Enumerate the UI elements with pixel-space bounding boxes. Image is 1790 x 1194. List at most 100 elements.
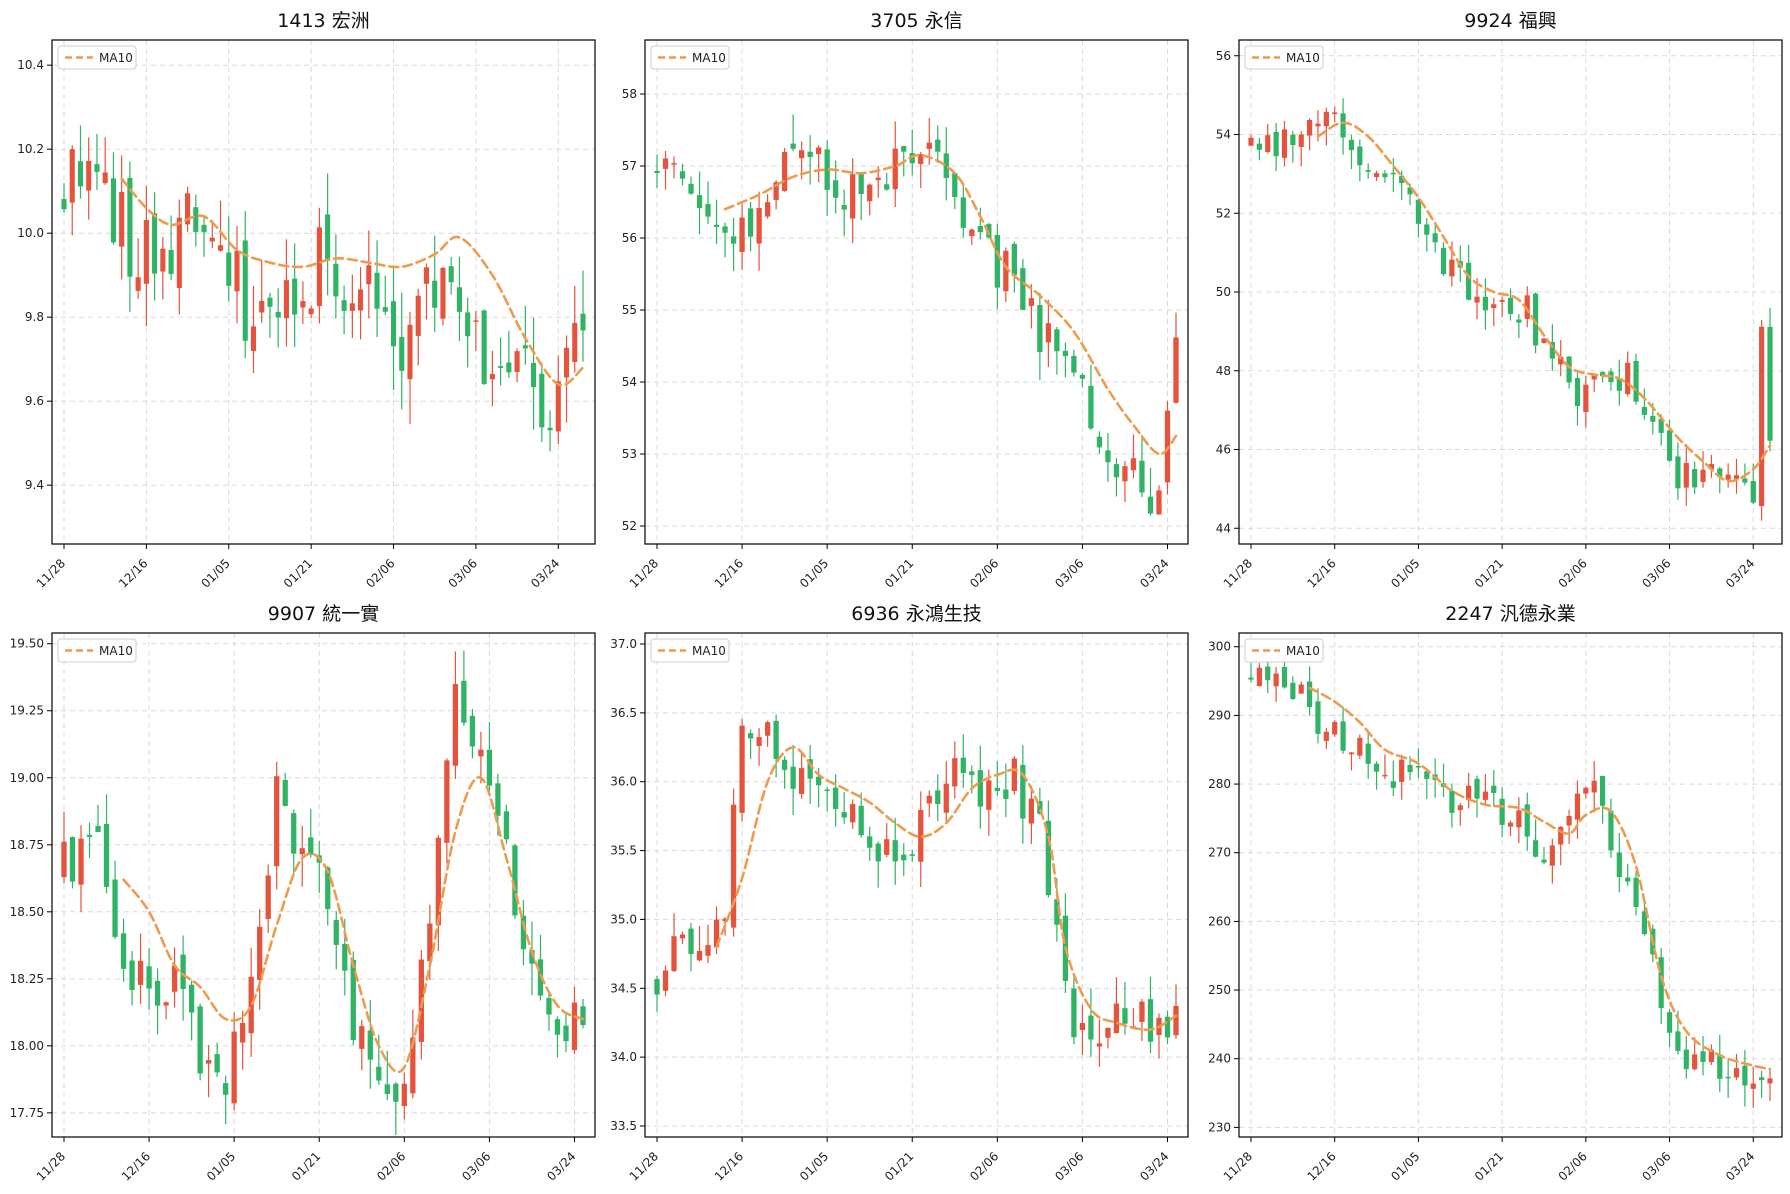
candle-body [506,362,512,373]
candle-body [1037,305,1043,352]
candle-body [696,195,703,209]
candle-body [1348,752,1355,755]
candle-body [95,825,101,833]
candle-body [713,919,720,948]
y-tick-label: 9.8 [25,310,44,324]
candle-body [358,289,364,311]
candle-body [1474,296,1480,303]
candle-body [1290,134,1296,146]
candle-body [1733,1068,1740,1078]
candle-body [1382,173,1388,178]
candle-body [154,980,161,1006]
x-tick-label: 01/05 [1388,556,1422,590]
candle-body [705,203,711,217]
legend-label: MA10 [692,51,726,65]
candle-body [1340,113,1346,138]
candle-body [1028,798,1034,824]
legend-box [57,638,137,663]
x-tick-label: 03/06 [1639,1149,1673,1183]
candle-body [415,295,421,336]
candle-body [231,1031,237,1104]
y-tick-label: 50 [1216,285,1231,299]
candle-body [943,783,949,813]
candle-body [1105,450,1111,463]
candle-body [892,148,898,190]
x-tick-label: 01/21 [882,1149,916,1183]
candle-body [1147,496,1154,514]
candle-body [977,225,983,233]
x-tick-label: 12/16 [119,1149,153,1183]
candle-body [1164,1016,1171,1038]
candle-body [1028,298,1034,306]
candle-body [103,823,110,887]
x-tick-label: 11/28 [627,1149,661,1183]
candle-body [1298,134,1304,147]
candle-body [486,749,493,786]
candle-body [875,843,881,862]
candle-body [1759,1077,1765,1080]
candle-body [531,362,537,388]
candle-body [1173,1005,1179,1036]
candle-body [1256,143,1262,150]
candle-body [901,854,907,861]
candle-body [1641,406,1648,415]
candle-body [176,217,182,288]
candle-body [705,945,711,956]
chart-title: 9924 福興 [1464,10,1556,32]
candle-body [722,918,728,921]
y-tick-label: 36.0 [610,775,637,789]
x-tick-label: 11/28 [1221,556,1255,590]
candle-body [1340,721,1346,751]
candle-body [1692,469,1698,488]
x-tick-label: 03/06 [1052,1149,1086,1183]
candle-body [1113,1003,1120,1034]
legend-label: MA10 [99,644,133,658]
candle-body [1449,259,1455,277]
candle-body [384,1084,390,1094]
candle-body [1298,684,1304,694]
candle-body [240,1022,246,1043]
candle-body [994,234,1000,288]
x-tick-label: 03/06 [1052,556,1086,590]
candle-body [858,805,864,836]
y-tick-label: 37.0 [610,637,637,651]
y-tick-label: 250 [1208,983,1231,997]
candle-body [1365,170,1371,172]
legend: MA10 [1244,638,1324,663]
candle-body [816,147,822,155]
candle-body [977,770,983,807]
legend-label: MA10 [99,51,133,65]
x-tick-label: 03/24 [528,556,562,590]
x-tick-label: 01/21 [289,1149,323,1183]
candle-body [1164,410,1171,483]
candle-body [1071,988,1077,1038]
candle-body [1315,123,1321,127]
candle-body [1574,378,1581,407]
y-tick-label: 290 [1208,708,1231,722]
candle-body [679,171,686,179]
candle-body [1599,776,1606,806]
candle-body [325,214,331,261]
candle-body [1616,852,1622,878]
candle-body [448,266,454,283]
candle-body [520,915,527,950]
candle-body [1332,112,1338,115]
candle-body [1113,464,1120,478]
candle-body [1357,146,1363,166]
chart-panel-4: 9907 統一實 17.75 18.00 18.25 18.50 18.75 19.00 19… [10,603,596,1184]
candle-body [1742,1065,1748,1086]
candle-body [833,787,839,809]
candle-body [316,227,322,307]
candle-body [1424,224,1430,235]
candle-body [94,164,100,172]
candle-body [696,950,703,961]
legend-box [1244,45,1324,70]
y-tick-label: 18.75 [10,838,44,852]
candle-body [563,1025,569,1042]
y-tick-label: 48 [1216,364,1231,378]
candle-body [1011,758,1017,792]
candle-body [1307,681,1313,708]
candle-body [756,208,762,244]
candle-body [850,804,856,823]
candle-body [374,272,380,309]
